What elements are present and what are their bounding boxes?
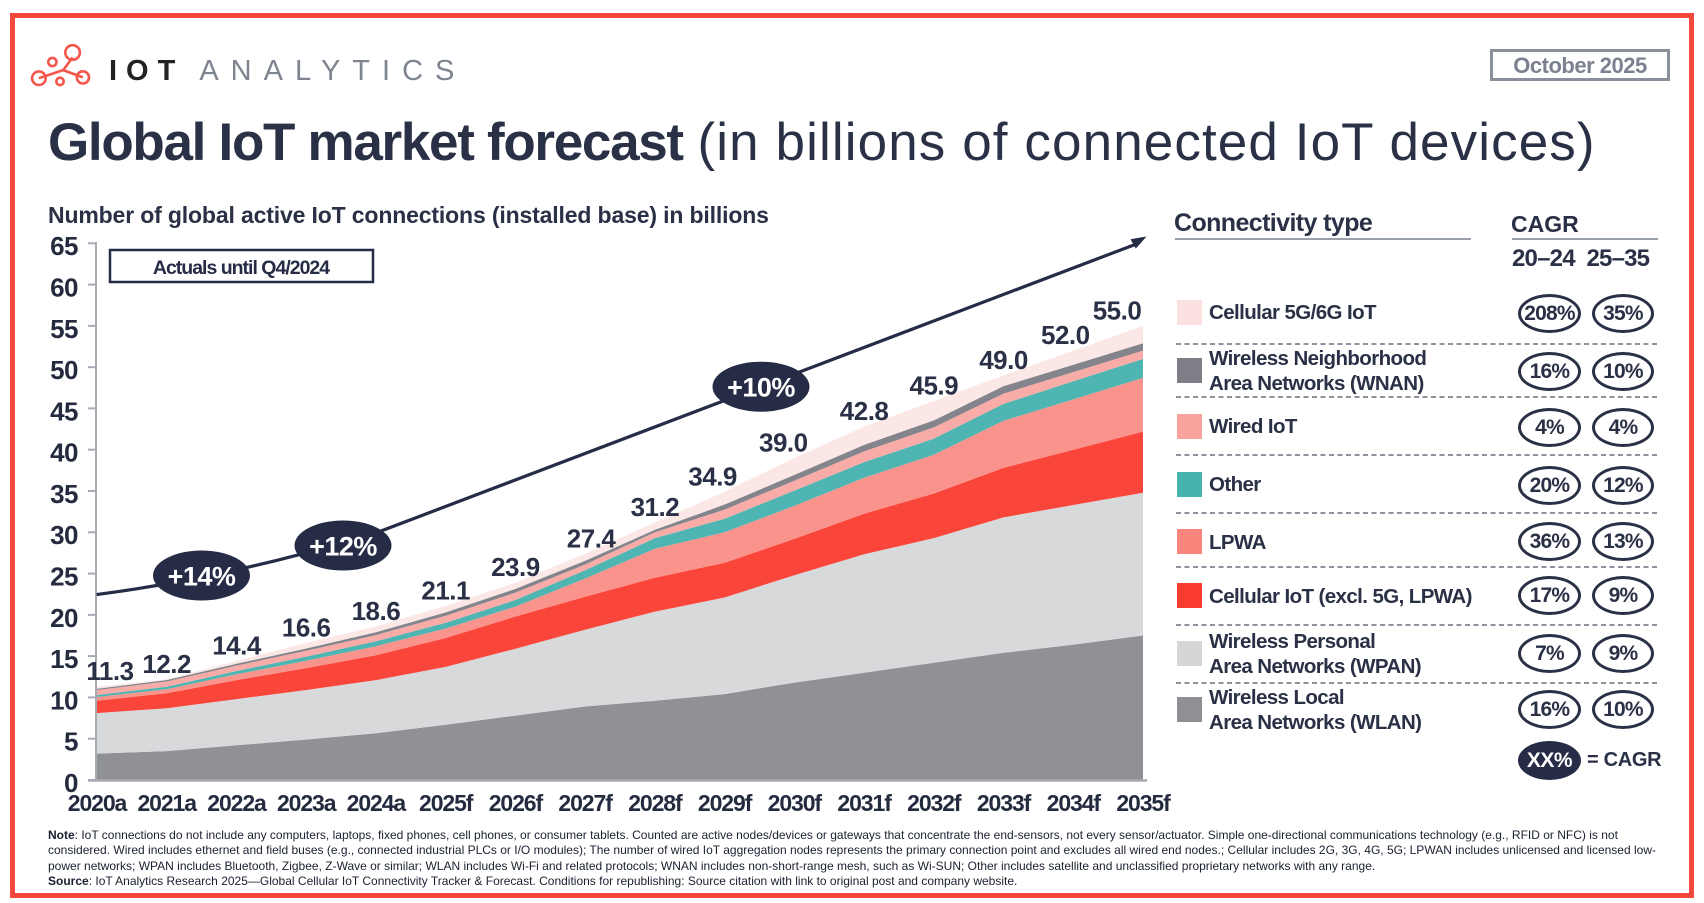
svg-text:2027f: 2027f (558, 790, 613, 816)
svg-text:15: 15 (50, 644, 78, 674)
svg-text:34.9: 34.9 (688, 461, 737, 491)
svg-text:2023a: 2023a (277, 790, 337, 816)
svg-text:49.0: 49.0 (979, 345, 1028, 375)
svg-text:55: 55 (50, 314, 78, 344)
svg-text:60: 60 (50, 273, 78, 303)
svg-text:2035f: 2035f (1116, 790, 1171, 816)
svg-text:5: 5 (64, 727, 78, 757)
svg-text:40: 40 (50, 438, 78, 468)
svg-text:20: 20 (50, 603, 78, 633)
svg-text:12.2: 12.2 (142, 649, 191, 679)
svg-text:2024a: 2024a (347, 790, 407, 816)
svg-text:+12%: +12% (309, 531, 377, 561)
svg-text:31.2: 31.2 (631, 492, 680, 522)
svg-text:0: 0 (64, 768, 78, 798)
svg-text:23.9: 23.9 (491, 552, 540, 582)
svg-text:25: 25 (50, 562, 78, 592)
svg-text:2029f: 2029f (698, 790, 753, 816)
svg-text:+14%: +14% (168, 561, 236, 591)
svg-text:55.0: 55.0 (1093, 295, 1142, 325)
svg-text:10: 10 (50, 685, 78, 715)
svg-text:18.6: 18.6 (352, 596, 401, 626)
svg-text:35: 35 (50, 479, 78, 509)
svg-text:11.3: 11.3 (86, 656, 133, 686)
svg-text:65: 65 (50, 231, 78, 261)
svg-text:27.4: 27.4 (567, 523, 617, 553)
svg-text:2033f: 2033f (977, 790, 1032, 816)
svg-text:2025f: 2025f (419, 790, 474, 816)
svg-text:2021a: 2021a (137, 790, 197, 816)
svg-text:42.8: 42.8 (840, 396, 889, 426)
svg-text:14.4: 14.4 (212, 631, 262, 661)
svg-text:21.1: 21.1 (421, 575, 470, 605)
svg-text:2022a: 2022a (207, 790, 267, 816)
svg-text:Actuals until Q4/2024: Actuals until Q4/2024 (153, 257, 330, 279)
svg-text:+10%: +10% (727, 373, 795, 403)
svg-text:2030f: 2030f (768, 790, 823, 816)
svg-text:2028f: 2028f (628, 790, 683, 816)
svg-text:45: 45 (50, 396, 78, 426)
svg-text:16.6: 16.6 (282, 612, 331, 642)
svg-text:50: 50 (50, 355, 78, 385)
svg-text:2031f: 2031f (837, 790, 892, 816)
svg-text:52.0: 52.0 (1041, 320, 1090, 350)
svg-text:2026f: 2026f (489, 790, 544, 816)
svg-text:2020a: 2020a (68, 790, 128, 816)
svg-text:39.0: 39.0 (759, 428, 808, 458)
svg-text:2034f: 2034f (1047, 790, 1102, 816)
svg-text:45.9: 45.9 (909, 371, 958, 401)
svg-text:2032f: 2032f (907, 790, 962, 816)
svg-text:30: 30 (50, 520, 78, 550)
